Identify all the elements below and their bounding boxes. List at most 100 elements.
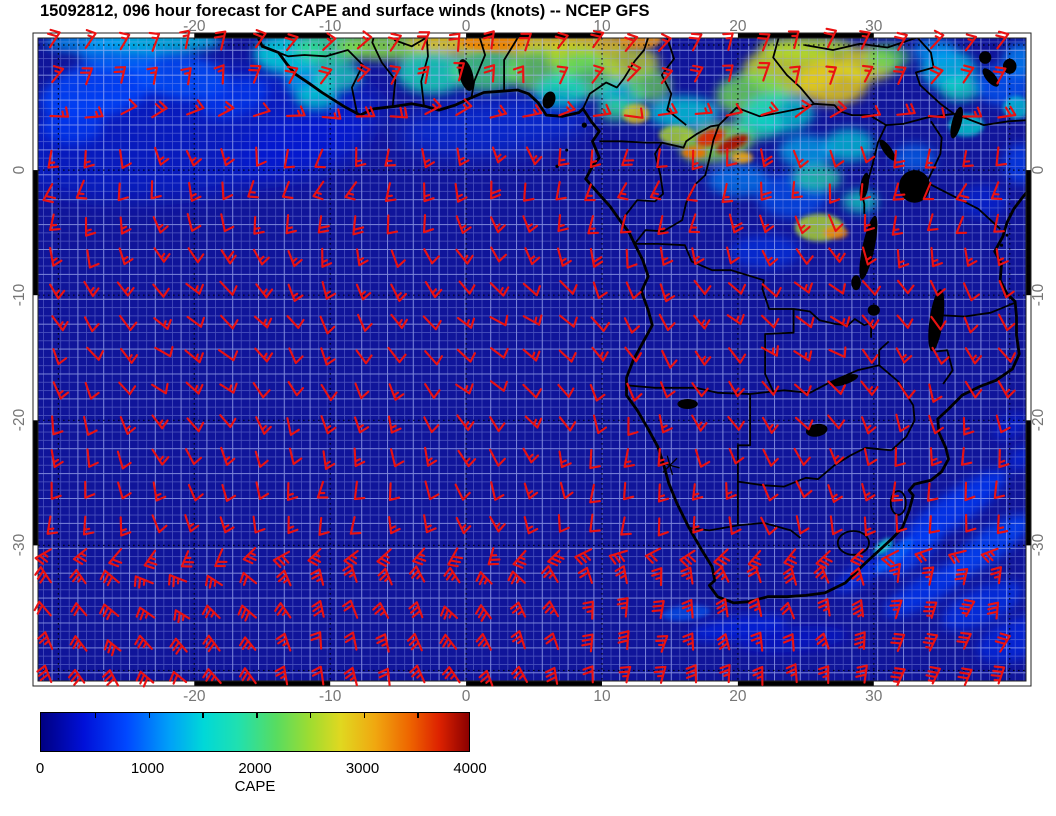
lake (542, 91, 556, 109)
wind-barb (173, 609, 191, 624)
wind-barb (686, 183, 698, 202)
wind-barb (37, 631, 54, 650)
wind-barb (762, 483, 779, 502)
wind-barb (185, 149, 202, 167)
wind-barb (558, 416, 577, 432)
wind-barb (343, 631, 358, 651)
wind-barb (82, 515, 95, 536)
colorbar-tick-label: 0 (35, 760, 45, 777)
wind-barb (318, 516, 330, 536)
wind-barb (657, 215, 669, 235)
wind-barb (522, 104, 543, 118)
wind-barb (688, 213, 701, 234)
wind-barb (863, 214, 875, 232)
wind-barb (728, 380, 745, 398)
wind-barb (355, 349, 373, 365)
wind-barb (823, 27, 837, 49)
wind-barb (483, 64, 496, 83)
wind-barb (653, 665, 667, 684)
wind-barb (42, 183, 57, 204)
wind-barb (559, 280, 578, 295)
wind-barb (791, 180, 803, 199)
country-border (926, 181, 1001, 230)
wind-barb (252, 102, 271, 118)
wind-barb (151, 382, 169, 395)
wind-barb (220, 314, 239, 330)
wind-barb (955, 215, 968, 235)
wind-barb (923, 601, 938, 619)
wind-barb (152, 216, 169, 234)
wind-barb (921, 566, 935, 586)
wind-barb (422, 315, 442, 331)
wind-barb (962, 149, 974, 168)
wind-barb (544, 666, 559, 685)
cape-colorbar (40, 712, 470, 752)
wind-barb (997, 105, 1017, 119)
wind-barb (922, 632, 939, 652)
wind-barb (151, 514, 168, 534)
wind-barb (694, 448, 711, 468)
wind-barb (79, 67, 94, 86)
wind-barb (760, 345, 779, 357)
wind-barb (948, 549, 967, 564)
wind-barb (715, 598, 729, 618)
wind-barb (861, 416, 877, 435)
wind-barb (722, 64, 734, 83)
country-border (804, 38, 918, 51)
wind-barb (384, 182, 397, 202)
wind-barb (321, 247, 333, 268)
wind-barb (487, 547, 501, 566)
wind-barb (557, 514, 570, 533)
wind-barb (713, 548, 731, 569)
wind-barb (861, 348, 879, 364)
wind-barb (453, 61, 465, 82)
wind-barb (204, 574, 223, 589)
wind-barb (927, 482, 939, 502)
wind-barb (356, 248, 369, 267)
lake (879, 139, 896, 161)
wind-barb (522, 447, 540, 464)
wind-barb (357, 313, 373, 332)
wind-barb (36, 664, 53, 684)
wind-barb (482, 30, 495, 50)
wind-barb (851, 599, 865, 618)
wind-barb (994, 632, 1011, 653)
wind-barb (861, 280, 882, 296)
wind-barb (929, 279, 946, 297)
wind-barb (850, 548, 865, 566)
wind-barb (828, 247, 846, 263)
wind-barb (761, 249, 779, 267)
wind-barb (389, 65, 402, 85)
wind-barb (322, 450, 336, 470)
wind-barb (829, 100, 847, 119)
wind-barb (349, 516, 362, 535)
wind-barb (860, 380, 879, 396)
wind-barb (624, 346, 643, 363)
country-border (915, 38, 955, 115)
wind-barb (793, 350, 813, 362)
wind-barb (390, 283, 407, 302)
wind-barb (148, 31, 161, 52)
wind-barb (83, 415, 98, 436)
wind-barb (220, 148, 235, 167)
wind-barb (657, 103, 678, 117)
lake (859, 215, 878, 280)
wind-barb (408, 601, 424, 619)
wind-barb (307, 547, 322, 567)
axis-tick-label: 0 (461, 688, 471, 705)
wind-barb (617, 182, 629, 201)
wind-barb (455, 248, 474, 265)
wind-barb (829, 448, 845, 465)
wind-barb (522, 383, 542, 399)
axis-tick-label: -10 (318, 18, 342, 35)
wind-barb (582, 665, 594, 684)
wind-barb (490, 246, 507, 263)
wind-barb (509, 601, 527, 618)
wind-barb (793, 281, 813, 294)
wind-barb (691, 149, 703, 171)
wind-barb (355, 146, 367, 168)
wind-barb (83, 280, 100, 298)
wind-barb (119, 314, 138, 332)
wind-barb (285, 214, 297, 235)
